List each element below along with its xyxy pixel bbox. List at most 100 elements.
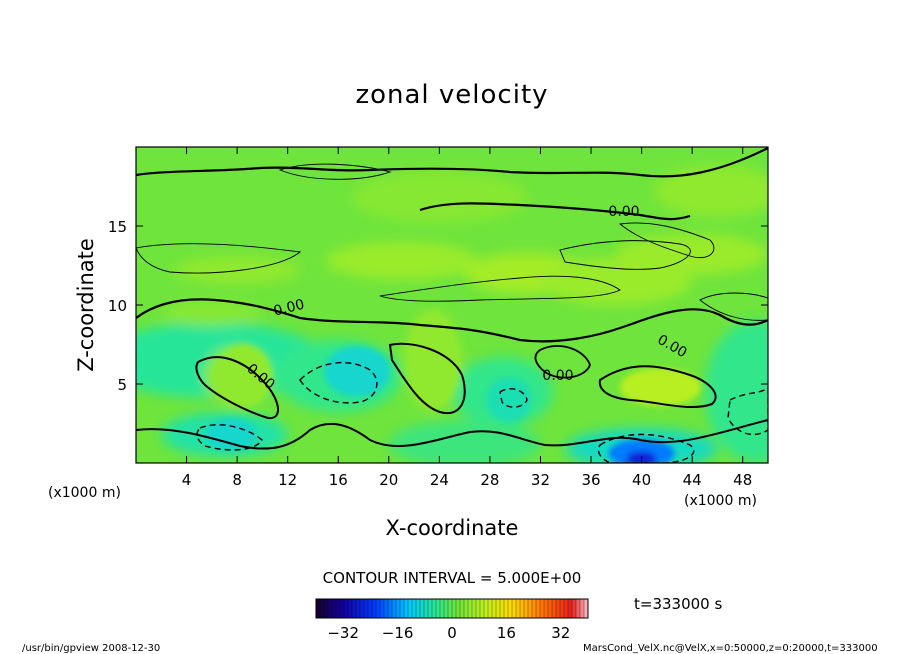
contour-line-12 <box>727 387 768 436</box>
x-axis-unit-right: (x1000 m) <box>684 493 757 509</box>
colorbar-cell <box>551 598 557 619</box>
colorbar-cell <box>495 598 501 619</box>
colorbar-cell <box>315 598 321 619</box>
colorbar-cell <box>491 598 497 619</box>
contour-line-13 <box>559 240 691 270</box>
contour-line-14 <box>379 275 621 302</box>
colorbar-cell <box>423 598 429 619</box>
colorbar-cell <box>335 598 341 619</box>
x-axis: 4 8 12 16 20 24 28 32 36 40 44 48 <box>182 147 752 489</box>
colorbar-cell <box>427 598 433 619</box>
contour-line-18 <box>699 292 768 321</box>
field-feature-2 <box>407 312 459 408</box>
colorbar-cell <box>323 598 329 619</box>
colorbar-cell <box>563 598 569 619</box>
colorbar-cell <box>539 598 545 619</box>
contour-line-15 <box>136 243 302 274</box>
colorbar-cell <box>499 598 505 619</box>
colorbar-cell <box>451 598 457 619</box>
colorbar-cell <box>515 598 521 619</box>
x-axis-unit-left: (x1000 m) <box>48 485 121 501</box>
field-feature-4 <box>486 377 532 422</box>
colorbar-cell <box>395 598 401 619</box>
x-tick-label: 48 <box>733 471 752 489</box>
colorbar-cell <box>347 598 353 619</box>
colorbar-cell <box>443 598 449 619</box>
colorbar-cell <box>447 598 453 619</box>
field-region-13 <box>654 165 768 217</box>
colorbar-cell <box>371 598 377 619</box>
contour-interval-text: CONTOUR INTERVAL = 5.000E+00 <box>323 569 582 587</box>
colorbar-cell <box>523 598 529 619</box>
contour-line-8 <box>299 361 378 404</box>
colorbar-cell <box>559 598 565 619</box>
contour-line-16 <box>618 222 715 258</box>
contour-lines <box>136 147 768 463</box>
contour-line-3 <box>388 342 466 415</box>
colorbar-cell <box>435 598 441 619</box>
colorbar-cell <box>455 598 461 619</box>
colorbar-cell <box>339 598 345 619</box>
colorbar-cell <box>567 598 573 619</box>
field-region-11 <box>616 233 768 275</box>
colorbar-tick-label: −16 <box>382 624 414 642</box>
colorbar-cell <box>535 598 541 619</box>
field-region-16 <box>161 300 263 326</box>
x-tick-label: 40 <box>632 471 651 489</box>
contour-line-6 <box>136 419 768 450</box>
colorbar-cell <box>331 598 337 619</box>
colorbar-cell <box>343 598 349 619</box>
colorbar-cell <box>519 598 525 619</box>
colorbar-frame <box>315 598 589 619</box>
contour-line-1 <box>136 147 768 178</box>
colorbar-cell <box>363 598 369 619</box>
colorbar-cell <box>359 598 365 619</box>
colorbar-cell <box>531 598 537 619</box>
colorbar-cell <box>367 598 373 619</box>
colorbar-tick-label: 16 <box>497 624 516 642</box>
contour-label: 0.00 <box>272 297 306 320</box>
colorbar-cell <box>507 598 513 619</box>
contour-line-10 <box>196 424 263 451</box>
x-tick-label: 24 <box>430 471 449 489</box>
colorbar-cell <box>383 598 389 619</box>
colorbar-cell <box>319 598 325 619</box>
colorbar-cell <box>543 598 549 619</box>
colorbar-cell <box>575 598 581 619</box>
x-tick-label: 32 <box>531 471 550 489</box>
field-feature-0 <box>620 368 702 407</box>
colorbar-cell <box>475 598 481 619</box>
y-tick-label: 15 <box>108 218 127 236</box>
footer-right: MarsCond_VelX.nc@VelX,x=0:50000,z=0:2000… <box>583 643 878 654</box>
colorbar-cell <box>355 598 361 619</box>
colorbar-cell <box>487 598 493 619</box>
colorbar-cell <box>375 598 381 619</box>
field-region-5 <box>388 420 541 463</box>
colorbar-cell <box>471 598 477 619</box>
chart-title: zonal velocity <box>355 80 548 110</box>
x-tick-label: 36 <box>581 471 600 489</box>
y-axis: 5 10 15 <box>108 218 768 394</box>
x-tick-label: 44 <box>683 471 702 489</box>
y-tick-label: 5 <box>117 376 127 394</box>
x-tick-label: 12 <box>278 471 297 489</box>
colorbar-cell <box>407 598 413 619</box>
field-region-12 <box>350 172 528 223</box>
contour-line-9 <box>499 388 528 408</box>
contour-line-7 <box>534 345 591 379</box>
colorbar-cell <box>579 598 585 619</box>
field-features <box>205 312 702 463</box>
colorbar-cell <box>379 598 385 619</box>
x-tick-label: 4 <box>182 471 192 489</box>
field-region-7 <box>325 241 478 280</box>
x-tick-label: 8 <box>232 471 242 489</box>
x-tick-label: 28 <box>480 471 499 489</box>
colorbar-cell <box>503 598 509 619</box>
contour-line-11 <box>597 433 695 463</box>
colorbar-cell <box>415 598 421 619</box>
y-tick-label: 10 <box>108 297 127 315</box>
colorbar-cell <box>399 598 405 619</box>
colorbar-tick-label: 32 <box>551 624 570 642</box>
colorbar-tick-label: 0 <box>447 624 457 642</box>
